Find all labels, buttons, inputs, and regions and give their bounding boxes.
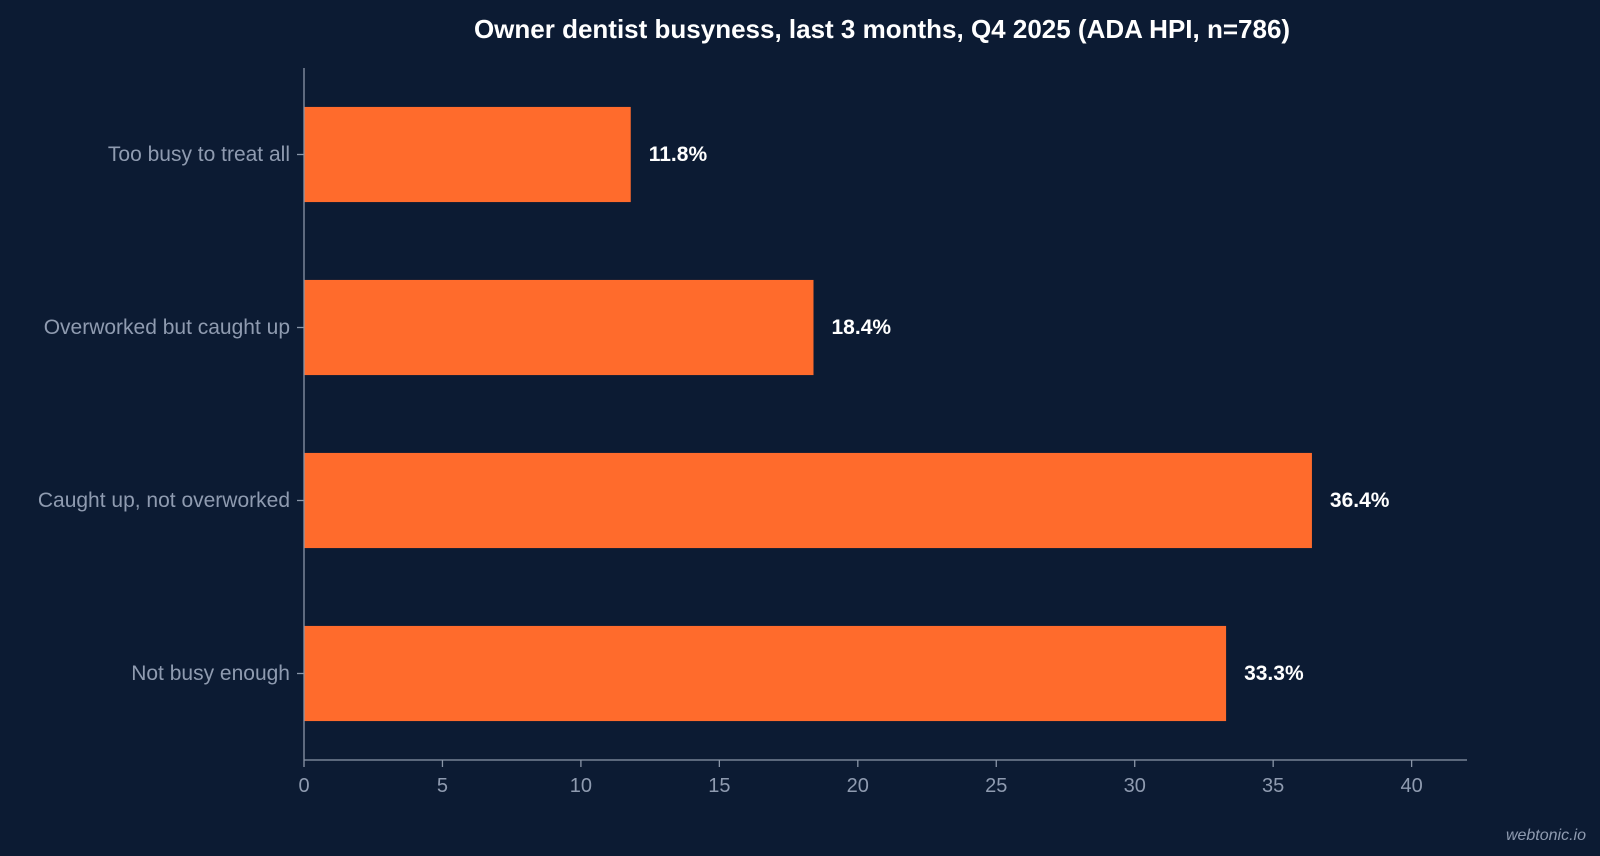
category-label-1: Overworked but caught up xyxy=(44,316,290,339)
x-tick-label-2: 10 xyxy=(570,775,592,797)
x-tick-label-6: 30 xyxy=(1124,775,1146,797)
bar-2 xyxy=(304,452,1312,549)
x-tick-label-8: 40 xyxy=(1400,775,1422,797)
category-label-3: Not busy enough xyxy=(131,662,290,685)
bar-3 xyxy=(304,625,1227,722)
category-label-0: Too busy to treat all xyxy=(108,143,290,166)
x-tick-label-3: 15 xyxy=(708,775,730,797)
bar-1 xyxy=(304,279,814,376)
axes-layer: Too busy to treat all Overworked but caug… xyxy=(38,68,1467,797)
chart-title: Owner dentist busyness, last 3 months, Q… xyxy=(474,14,1290,44)
x-tick-label-1: 5 xyxy=(437,775,448,797)
value-label-3: 33.3% xyxy=(1244,662,1304,685)
value-label-1: 18.4% xyxy=(832,316,892,339)
value-label-0: 11.8% xyxy=(649,143,708,166)
bar-0 xyxy=(304,106,631,203)
x-tick-label-0: 0 xyxy=(298,775,309,797)
category-label-2: Caught up, not overworked xyxy=(38,489,290,512)
value-label-2: 36.4% xyxy=(1330,489,1390,512)
x-tick-label-7: 35 xyxy=(1262,775,1284,797)
bars-layer: 11.8% 18.4% 36.4% 33.3% xyxy=(304,106,1390,722)
x-tick-label-4: 20 xyxy=(847,775,869,797)
x-tick-label-5: 25 xyxy=(985,775,1007,797)
watermark: webtonic.io xyxy=(1506,827,1586,844)
